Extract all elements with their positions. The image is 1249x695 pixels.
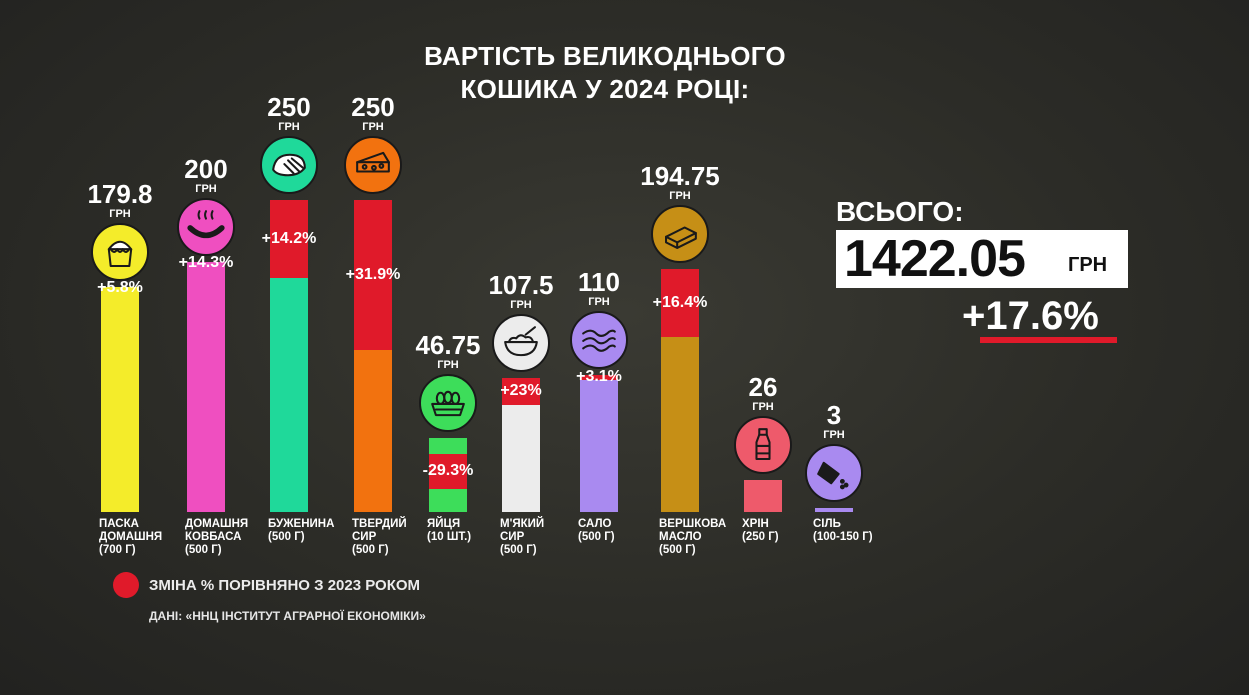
unit-label: ГРН xyxy=(195,183,217,195)
bar-change-segment xyxy=(502,377,540,405)
unit-label: ГРН xyxy=(669,189,691,202)
value-label: 26 xyxy=(748,371,778,402)
unit-label: ГРН xyxy=(823,429,845,441)
value-label: 250 xyxy=(351,91,395,122)
cottage-cheese-icon xyxy=(492,313,550,372)
unit-label: ГРН xyxy=(588,295,610,308)
value-label: 3 xyxy=(826,400,842,430)
cheese-icon xyxy=(344,135,402,194)
change-label: +3.1% xyxy=(576,368,622,386)
category-label: ПАСКА ДОМАШНЯ (700 Г) xyxy=(99,518,163,556)
bar-change-segment xyxy=(270,199,308,278)
source-note: ДАНІ: «ННЦ ІНСТИТУТ АГРАРНОЇ ЕКОНОМІКИ» xyxy=(149,609,426,623)
value-label: 107.5 xyxy=(488,269,554,300)
category-label: ВЕРШКОВА МАСЛО (500 Г) xyxy=(659,518,727,556)
total-underline xyxy=(980,337,1117,343)
change-label: +23% xyxy=(500,382,542,400)
bar-change-segment xyxy=(429,453,467,489)
legend-change-label: ЗМІНА % ПОРІВНЯНО З 2023 РОКОМ xyxy=(149,577,421,594)
category-label: САЛО (500 Г) xyxy=(578,518,615,543)
bar-change-segment xyxy=(354,199,392,350)
unit-label: ГРН xyxy=(437,358,459,371)
easter-cake-icon xyxy=(91,223,149,282)
change-label: -29.3% xyxy=(422,462,474,480)
value-label: 110 xyxy=(578,266,620,297)
title-line-1: ВАРТІСТЬ ВЕЛИКОДНЬОГО xyxy=(424,41,786,71)
unit-label: ГРН xyxy=(278,120,300,133)
category-label: БУЖЕНИНА (500 Г) xyxy=(268,518,335,543)
salt-shaker-icon xyxy=(805,444,863,502)
change-label: +14.2% xyxy=(261,229,317,247)
value-label: 179.8 xyxy=(87,179,153,210)
unit-label: ГРН xyxy=(510,298,532,311)
eggs-icon xyxy=(419,373,477,432)
unit-label: ГРН xyxy=(752,400,774,413)
bar xyxy=(744,479,782,512)
horseradish-jar-icon xyxy=(734,415,792,474)
value-label: 250 xyxy=(267,91,311,122)
value-label: 46.75 xyxy=(415,329,481,360)
change-label: +31.9% xyxy=(345,265,401,283)
legend-change-dot xyxy=(113,572,139,598)
category-label: ХРІН (250 Г) xyxy=(742,518,779,543)
bar xyxy=(815,508,853,512)
total-label: ВСЬОГО: xyxy=(836,196,964,227)
change-label: +16.4% xyxy=(652,293,708,311)
total-change: +17.6% xyxy=(962,294,1099,338)
category-label: СІЛЬ (100-150 Г) xyxy=(813,518,873,543)
category-label: ТВЕРДИЙ СИР (500 Г) xyxy=(352,518,407,556)
chart-title: ВАРТІСТЬ ВЕЛИКОДНЬОГО КОШИКА У 2024 РОЦІ… xyxy=(355,40,855,106)
value-label: 200 xyxy=(184,154,228,184)
unit-label: ГРН xyxy=(109,208,131,221)
bar-change-segment xyxy=(580,374,618,380)
bar xyxy=(187,262,225,512)
bar-change-segment xyxy=(661,268,699,337)
value-label: 194.75 xyxy=(640,160,720,191)
butter-icon xyxy=(651,204,709,263)
total-value: 1422.05 xyxy=(844,230,1026,288)
category-label: М'ЯКИЙ СИР (500 Г) xyxy=(500,518,545,556)
total-box: 1422.05 ГРН xyxy=(836,230,1128,288)
unit-label: ГРН xyxy=(362,120,384,133)
category-label: ДОМАШНЯ КОВБАСА (500 Г) xyxy=(185,518,249,556)
ham-icon xyxy=(260,135,318,194)
sausage-icon xyxy=(177,198,235,256)
bar xyxy=(580,374,618,512)
category-label: ЯЙЦЯ (10 ШТ.) xyxy=(427,518,472,543)
bacon-icon xyxy=(570,310,628,369)
bar-cap xyxy=(429,437,467,454)
title-line-2: КОШИКА У 2024 РОЦІ: xyxy=(460,74,750,104)
bar xyxy=(101,287,139,512)
change-label: +5.8% xyxy=(97,279,143,297)
change-label: +14.3% xyxy=(178,254,234,271)
total-unit: ГРН xyxy=(1068,254,1108,276)
